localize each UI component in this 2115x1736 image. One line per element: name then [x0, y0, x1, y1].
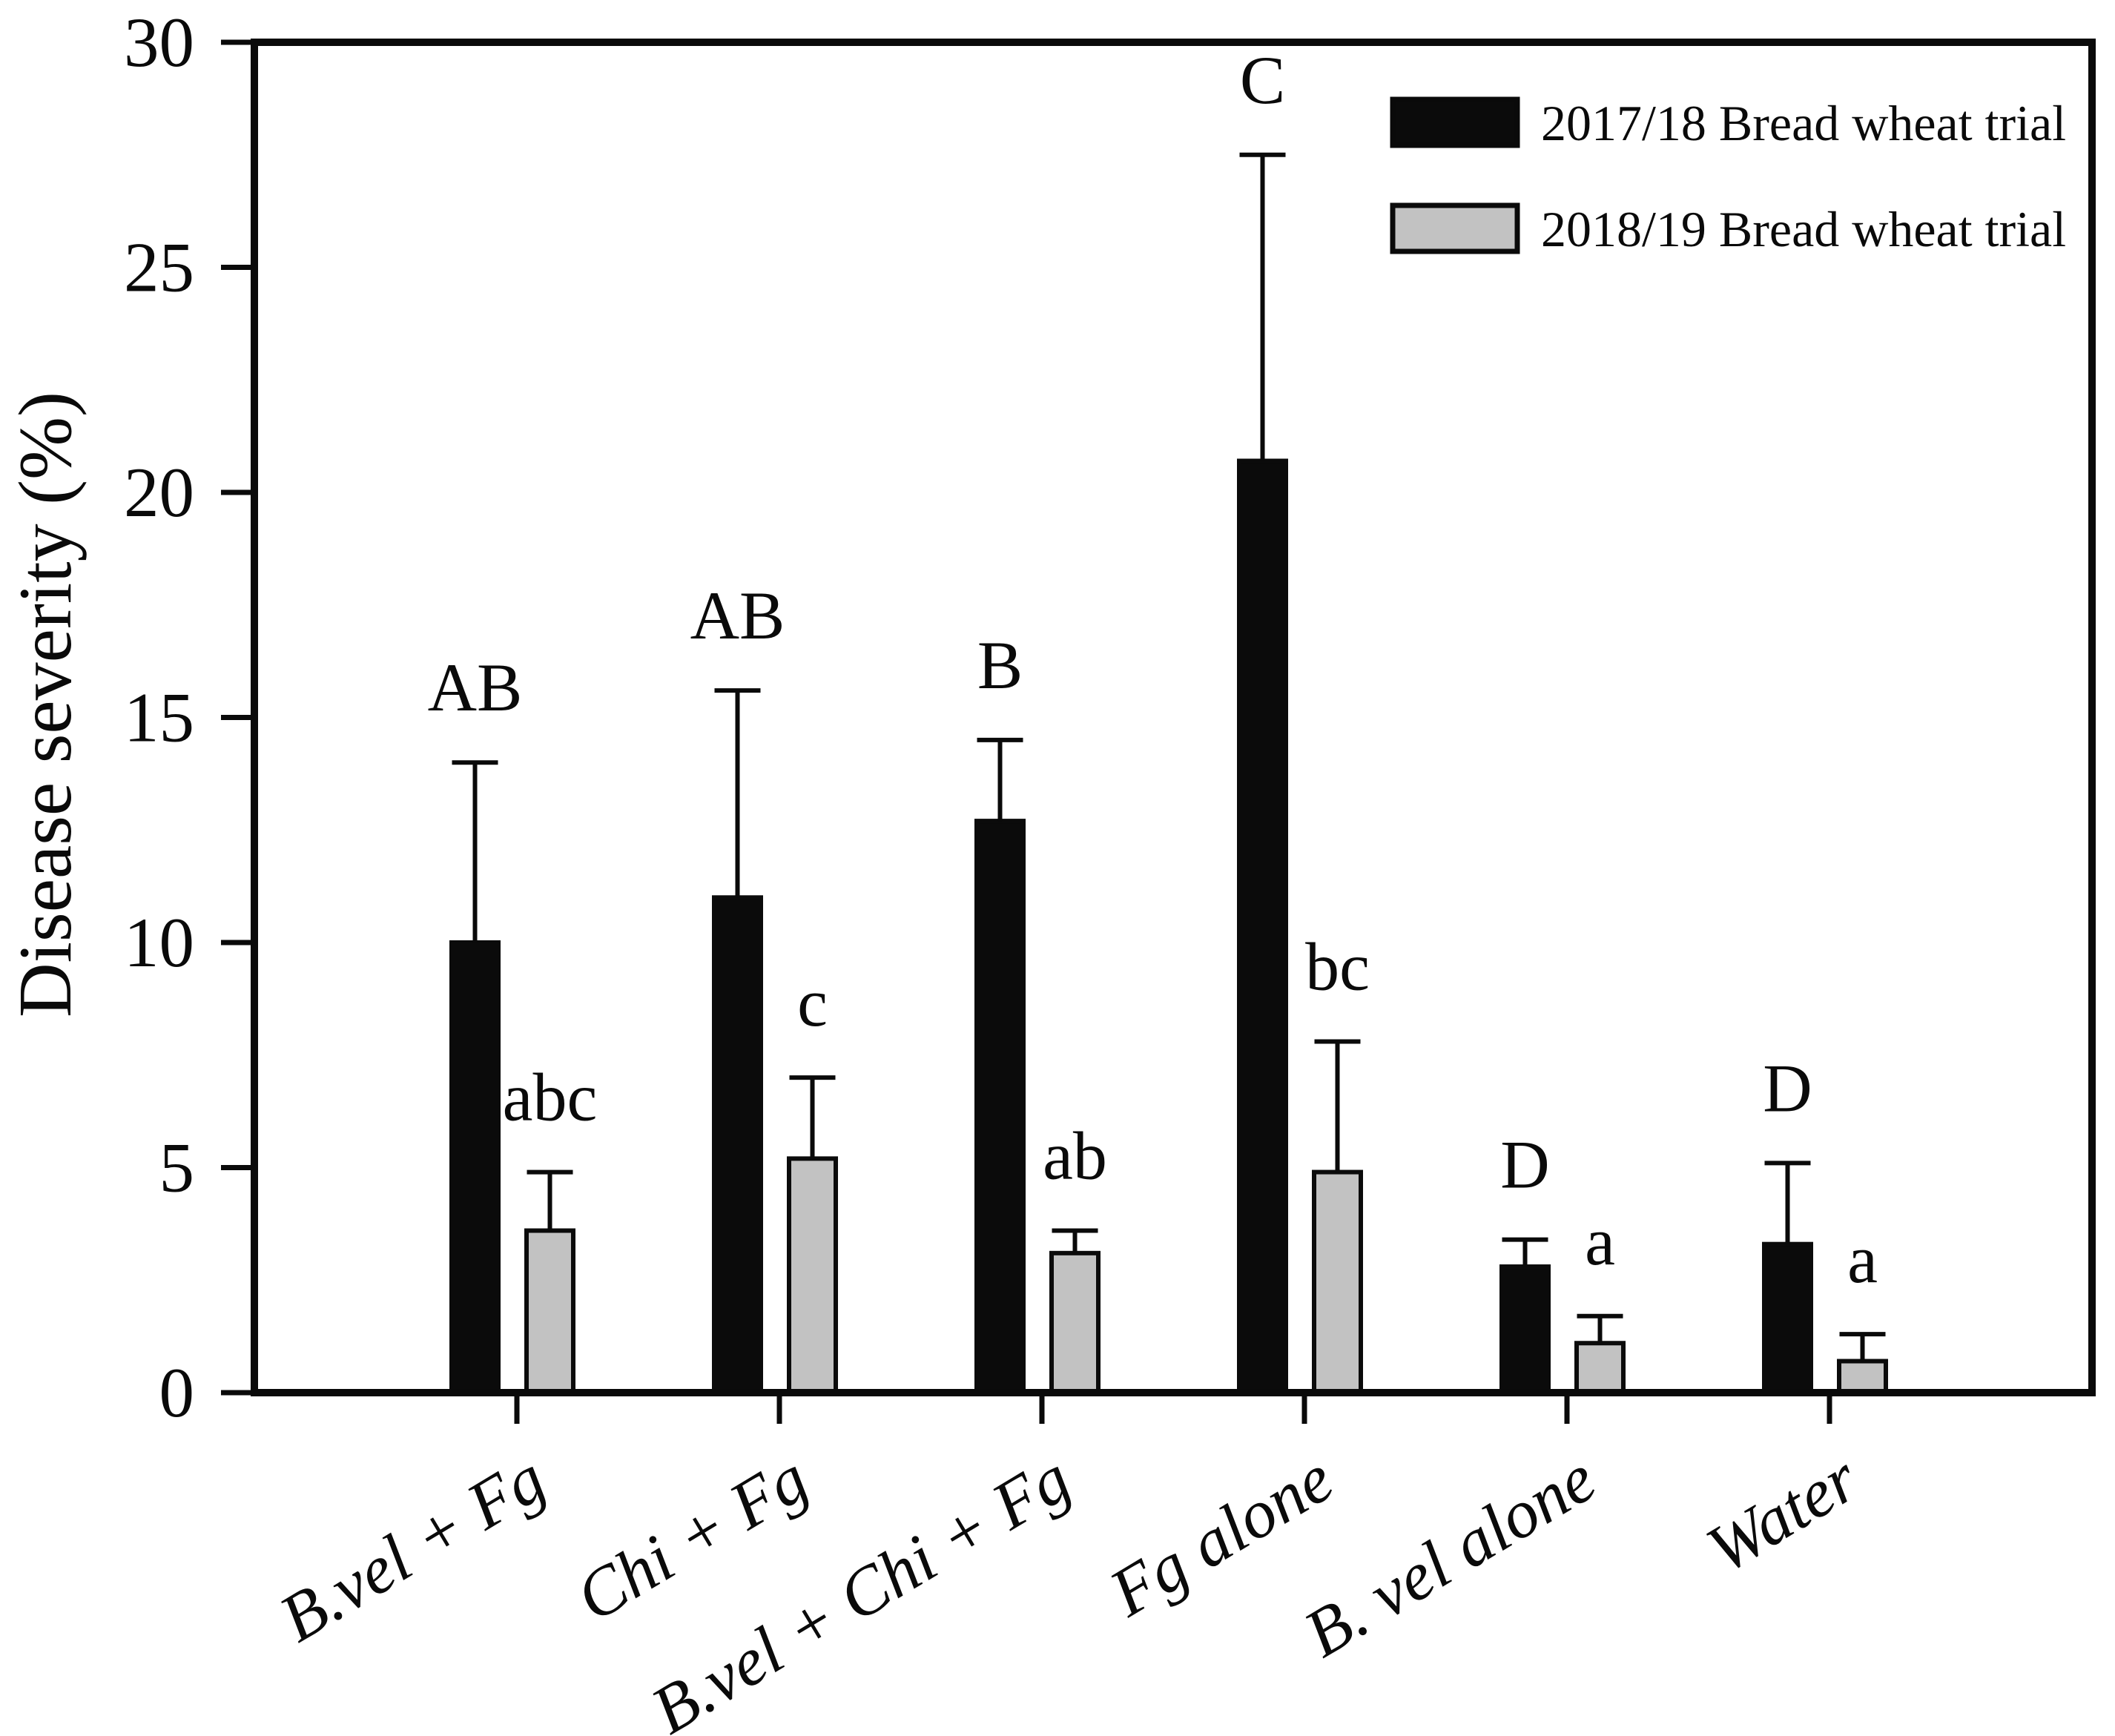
significance-letter: ab [1043, 1118, 1107, 1193]
significance-letter: D [1500, 1127, 1549, 1203]
legend-swatch-series2 [1390, 202, 1520, 254]
y-axis-tick-label: 10 [124, 903, 194, 982]
bar-series2-2 [787, 1156, 838, 1395]
bar-series1-4 [1237, 458, 1288, 1395]
bar-series1-5 [1499, 1264, 1551, 1396]
bar-series2-3 [1049, 1250, 1101, 1395]
y-axis-tick-label: 5 [159, 1129, 195, 1207]
bar-series2-5 [1574, 1341, 1626, 1395]
significance-letter: a [1585, 1204, 1615, 1279]
series-1: AB AB B C D D [428, 42, 1813, 1396]
bar-series2-6 [1837, 1359, 1888, 1396]
bar-series1-2 [712, 895, 763, 1396]
significance-letter: B [977, 627, 1023, 703]
bar-series1-3 [974, 819, 1026, 1395]
legend-label-series1: 2017/18 Bread wheat trial [1541, 95, 2066, 151]
y-axis-tick-label: 25 [124, 228, 194, 307]
y-axis-tick-label: 30 [124, 3, 194, 82]
significance-letter: AB [690, 578, 785, 653]
significance-letter: D [1763, 1050, 1812, 1126]
legend-label-series2: 2018/19 Bread wheat trial [1541, 201, 2066, 257]
significance-letter: c [797, 965, 828, 1040]
y-axis-tick-label: 15 [124, 679, 194, 757]
y-axis-tick-label: 20 [124, 453, 194, 532]
series-2: abc c ab bc a a [503, 929, 1888, 1396]
significance-letter: bc [1305, 929, 1370, 1005]
significance-letter: abc [503, 1060, 598, 1135]
y-axis-title: Disease severity (%) [4, 392, 88, 1017]
legend-swatch-series1 [1390, 96, 1520, 148]
significance-letter: AB [428, 650, 523, 725]
bar-series1-6 [1762, 1241, 1813, 1395]
significance-letter: C [1240, 42, 1285, 118]
significance-letter: a [1847, 1221, 1878, 1297]
legend: 2017/18 Bread wheat trial 2018/19 Bread w… [1390, 95, 2066, 257]
y-axis-tick-label: 0 [159, 1353, 195, 1432]
bar-series2-1 [524, 1228, 575, 1395]
bar-series1-1 [449, 940, 501, 1395]
bar-series2-4 [1312, 1169, 1363, 1395]
